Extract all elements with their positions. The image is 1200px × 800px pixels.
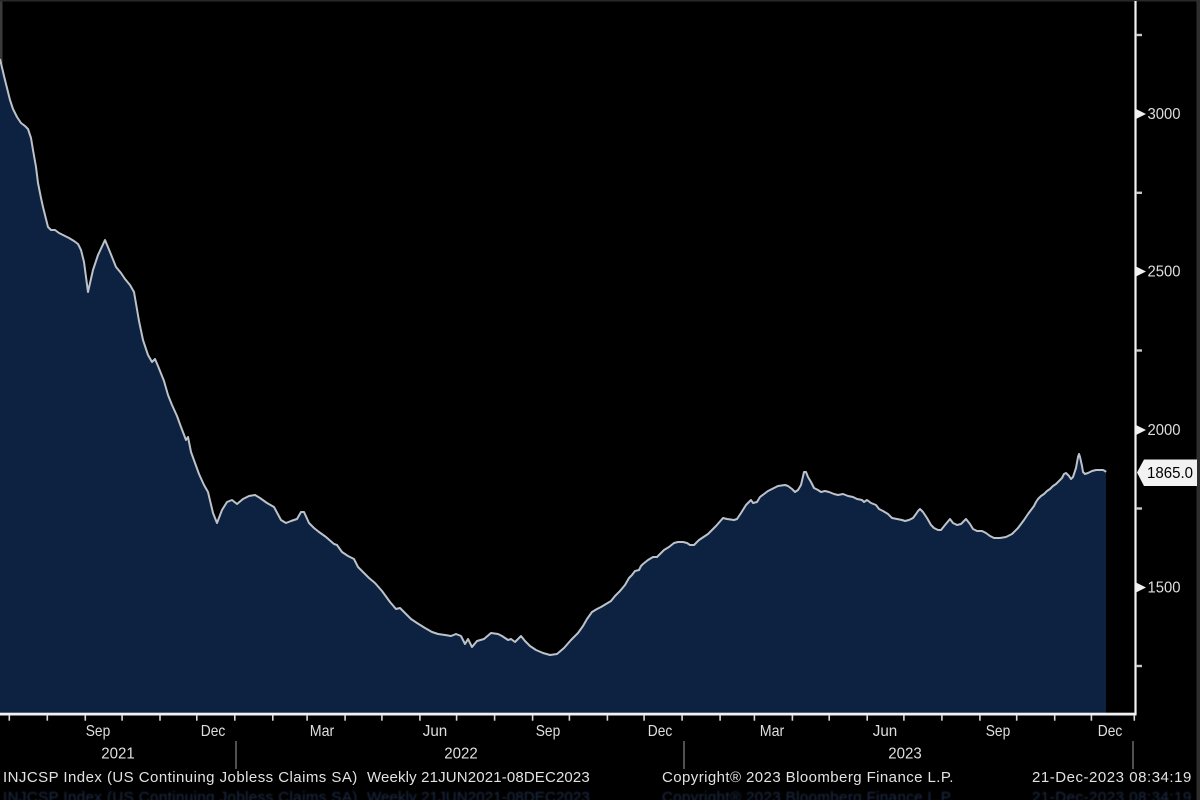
svg-text:Sep: Sep — [86, 723, 111, 740]
svg-text:1865.0: 1865.0 — [1147, 465, 1193, 482]
svg-text:Dec: Dec — [1098, 723, 1123, 740]
svg-text:Mar: Mar — [310, 723, 335, 740]
svg-text:Jun: Jun — [873, 723, 898, 740]
svg-text:1500: 1500 — [1148, 580, 1181, 597]
svg-text:Sep: Sep — [986, 723, 1011, 740]
svg-text:Mar: Mar — [760, 723, 785, 740]
svg-text:2021: 2021 — [101, 745, 135, 762]
svg-text:2022: 2022 — [444, 745, 478, 762]
svg-text:Dec: Dec — [648, 723, 673, 740]
svg-text:Jun: Jun — [423, 723, 448, 740]
svg-text:2500: 2500 — [1148, 264, 1181, 281]
svg-text:Sep: Sep — [536, 723, 561, 740]
svg-text:2023: 2023 — [888, 745, 922, 762]
svg-text:Dec: Dec — [201, 723, 226, 740]
svg-text:3000: 3000 — [1148, 106, 1181, 123]
svg-text:2000: 2000 — [1148, 422, 1181, 439]
